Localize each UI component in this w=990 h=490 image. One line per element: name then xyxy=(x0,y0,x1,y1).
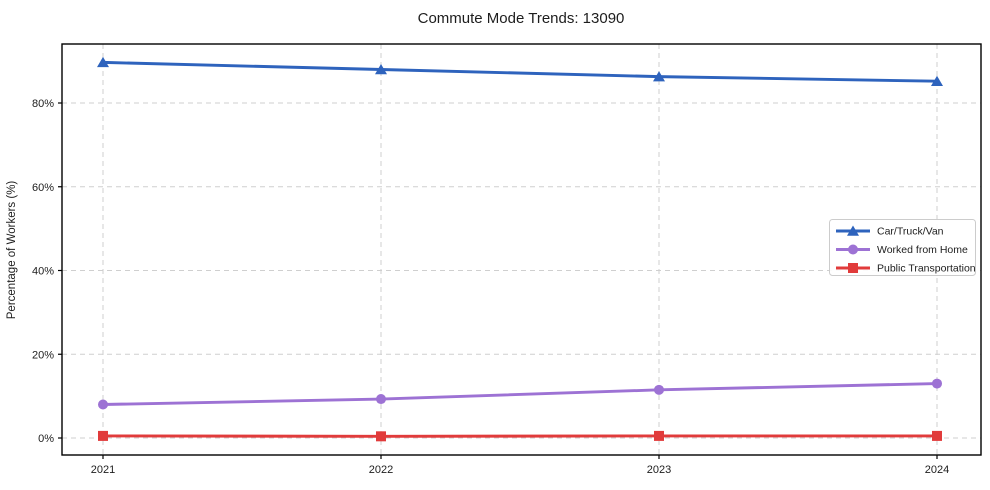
data-point-marker xyxy=(932,430,942,441)
series-line xyxy=(101,382,939,406)
data-point-marker xyxy=(931,75,943,87)
data-point-marker xyxy=(654,384,664,395)
x-tick-label: 2021 xyxy=(91,464,115,476)
y-tick-label: 60% xyxy=(32,182,54,194)
plot-frame xyxy=(61,43,982,456)
x-tick-label: 2023 xyxy=(647,464,671,476)
legend-label: Public Transportation xyxy=(877,263,976,275)
x-tick-label: 2022 xyxy=(369,464,393,476)
legend-marker-circle xyxy=(848,244,858,255)
data-point-marker xyxy=(376,431,386,442)
y-axis-label: Percentage of Workers (%) xyxy=(6,181,18,320)
legend-box xyxy=(829,219,976,276)
plot-area: 0% 20% 40% 60% 80% 2021 2022 2023 2024 Car/Truck/… xyxy=(32,43,982,476)
legend-marker-square xyxy=(848,263,858,273)
legend-label: Car/Truck/Van xyxy=(877,226,944,238)
data-point-marker xyxy=(97,56,109,68)
y-tick-label: 20% xyxy=(32,349,54,361)
y-tick-label: 80% xyxy=(32,98,54,110)
legend-marker-triangle xyxy=(847,225,859,236)
series-car-truck-van xyxy=(97,56,943,87)
data-point-marker xyxy=(98,430,108,441)
data-point-marker xyxy=(376,394,386,405)
series-worked-from-home xyxy=(98,378,942,410)
series-public-transportation xyxy=(98,430,942,442)
data-point-marker xyxy=(653,71,665,82)
y-tick-label: 40% xyxy=(32,266,54,278)
chart-title: Commute Mode Trends: 13090 xyxy=(418,10,625,27)
series-line xyxy=(101,60,939,83)
legend-label: Worked from Home xyxy=(877,244,968,256)
legend-entry: Car/Truck/Van xyxy=(836,225,944,238)
legend: Car/Truck/Van Worked from Home Public Tran… xyxy=(829,219,976,276)
legend-entry: Worked from Home xyxy=(836,244,968,256)
data-point-marker xyxy=(375,64,387,75)
y-tick-label: 0% xyxy=(38,433,54,445)
data-point-marker xyxy=(932,378,942,389)
data-point-marker xyxy=(98,399,108,410)
x-tick-label: 2024 xyxy=(925,464,949,476)
legend-entry: Public Transportation xyxy=(836,263,976,275)
data-point-marker xyxy=(654,430,664,441)
